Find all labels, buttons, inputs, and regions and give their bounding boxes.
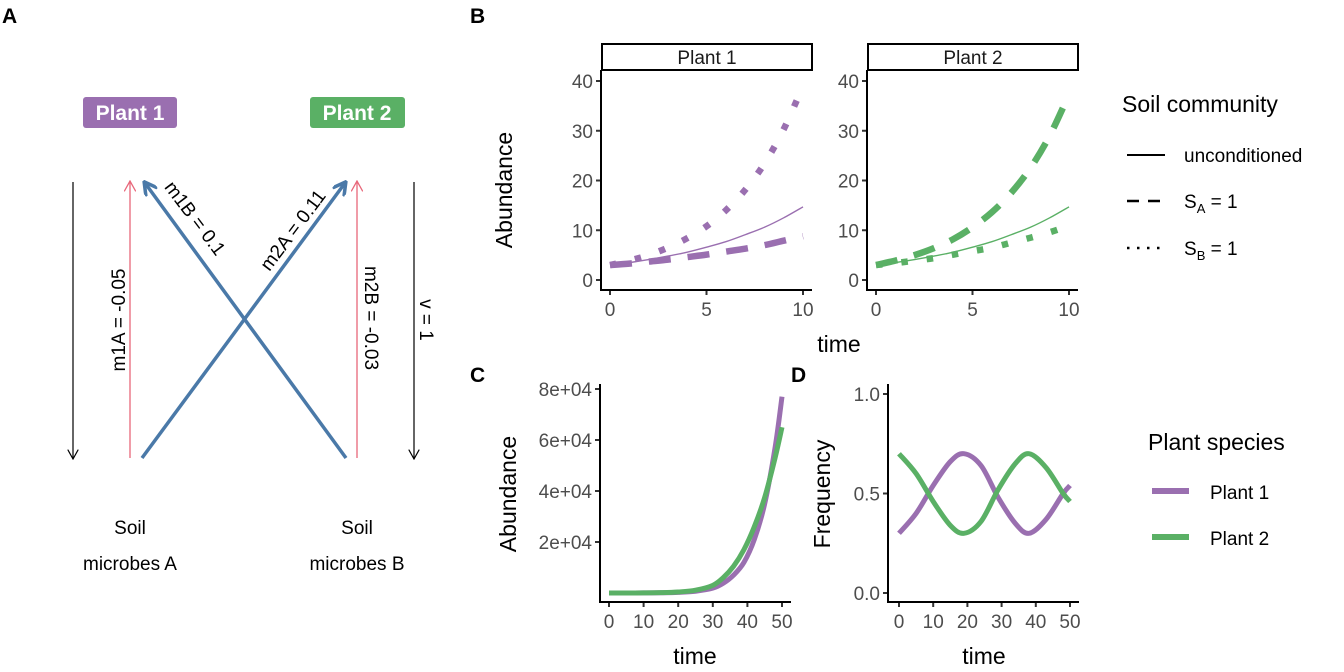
panel-b-facet-plant-2: Plant 2 0 10 20 30 40 0 5 10 (838, 43, 1080, 321)
series-line-dotted (875, 222, 1071, 269)
legend-label-sa: SA = 1 (1184, 192, 1238, 216)
soil-a-label-line1: Soil (114, 518, 146, 539)
soil-b-label-line2: microbes B (309, 554, 404, 575)
panel-d-y-axis-title: Frequency (809, 439, 835, 548)
legend-label-sb: SB = 1 (1184, 239, 1238, 263)
panel-letter-a: A (2, 5, 17, 28)
plant-2-label: Plant 2 (323, 102, 392, 125)
series-line-plant-1 (897, 451, 1072, 536)
x-tick-label: 0 (894, 612, 905, 633)
y-tick-label: 20 (838, 172, 859, 193)
x-tick-label: 40 (737, 612, 758, 633)
y-tick-label: 30 (838, 122, 859, 143)
panel-b: B Plant 1 0 10 20 30 40 0 5 10 Plant 2 0 10 20 30… (470, 5, 1302, 357)
x-tick-label: 50 (771, 612, 792, 633)
m1a-label: m1A = -0.05 (109, 269, 130, 372)
y-tick-label: 8e+04 (539, 380, 593, 401)
x-tick-label: 0 (604, 612, 615, 633)
x-tick-label: 0 (605, 300, 616, 321)
y-tick-label: 6e+04 (539, 431, 593, 452)
y-tick-label: 2e+04 (539, 533, 593, 554)
panel-a: A Plant 1 Plant 2 m1A = -0.05 m1B = 0.1 … (2, 5, 436, 575)
x-tick-label: 10 (633, 612, 654, 633)
facet-strip (867, 43, 1079, 71)
m2a-label: m2A = 0.11 (257, 186, 331, 275)
x-tick-label: 50 (1059, 612, 1080, 633)
y-tick-label: 30 (572, 122, 593, 143)
x-tick-label: 30 (702, 612, 723, 633)
plant-1-badge: Plant 1 (83, 97, 177, 128)
soil-a-label-line2: microbes A (83, 554, 177, 575)
y-tick-label: 4e+04 (539, 482, 593, 503)
x-tick-label: 5 (701, 300, 712, 321)
m2a-arrow (140, 183, 345, 460)
panel-b-facet-plant-1: Plant 1 0 10 20 30 40 0 5 10 (572, 43, 814, 321)
series-line-dashed (609, 233, 804, 269)
panel-letter-c: C (470, 364, 485, 387)
soil-b-label-line1: Soil (341, 518, 373, 539)
x-tick-label: 0 (871, 300, 882, 321)
y-tick-label: 20 (572, 172, 593, 193)
y-tick-label: 10 (572, 221, 593, 242)
series-line-plant-1 (608, 396, 785, 596)
x-tick-label: 20 (957, 612, 978, 633)
series-line-solid (875, 206, 1070, 266)
legend-label-plant-2: Plant 2 (1210, 529, 1269, 550)
facet-strip-label: Plant 1 (677, 48, 736, 69)
panel-c: C 2e+04 4e+04 6e+04 8e+04 0 10 20 30 40 50 Abund… (470, 364, 793, 669)
x-tick-label: 10 (792, 300, 813, 321)
series-line-solid (609, 206, 804, 266)
plant-2-badge: Plant 2 (310, 97, 405, 128)
x-tick-label: 10 (923, 612, 944, 633)
x-tick-label: 5 (967, 300, 978, 321)
x-tick-label: 20 (668, 612, 689, 633)
x-tick-label: 30 (991, 612, 1012, 633)
series-line-dashed (875, 93, 1072, 269)
series-line-plant-2 (608, 426, 785, 596)
legend-title: Plant species (1148, 429, 1285, 455)
facet-strip-label: Plant 2 (943, 48, 1002, 69)
x-tick-label: 10 (1058, 300, 1079, 321)
x-tick-label: 40 (1025, 612, 1046, 633)
panel-d-x-axis-title: time (962, 643, 1005, 669)
panel-letter-b: B (470, 5, 485, 28)
y-tick-label: 0.5 (854, 485, 880, 506)
y-tick-label: 0.0 (854, 584, 880, 605)
panel-letter-d: D (791, 364, 806, 387)
panel-c-y-axis-title: Abundance (495, 436, 521, 552)
panel-d: D 0.0 0.5 1.0 0 10 20 30 40 50 Frequency time P… (791, 364, 1285, 669)
legend-label-plant-1: Plant 1 (1210, 483, 1269, 504)
y-tick-label: 40 (572, 72, 593, 93)
soil-community-legend: Soil community unconditioned SA = 1 SB =… (1122, 91, 1302, 263)
v-label: v = 1 (415, 299, 436, 341)
panel-b-y-axis-title: Abundance (491, 132, 517, 248)
facet-strip (601, 43, 813, 71)
legend-label-unconditioned: unconditioned (1184, 146, 1302, 167)
m2b-label: m2B = -0.03 (360, 266, 381, 370)
panel-c-x-axis-title: time (673, 643, 716, 669)
plant-species-legend: Plant species Plant 1 Plant 2 (1148, 429, 1285, 550)
legend-title: Soil community (1122, 91, 1278, 117)
plant-1-label: Plant 1 (96, 102, 165, 125)
series-line-dotted (609, 84, 806, 269)
panel-b-x-axis-title: time (817, 331, 860, 357)
y-tick-label: 0 (848, 271, 859, 292)
y-tick-label: 0 (582, 271, 593, 292)
y-tick-label: 1.0 (854, 385, 880, 406)
y-tick-label: 10 (838, 221, 859, 242)
series-line-plant-2 (897, 451, 1072, 536)
y-tick-label: 40 (838, 72, 859, 93)
